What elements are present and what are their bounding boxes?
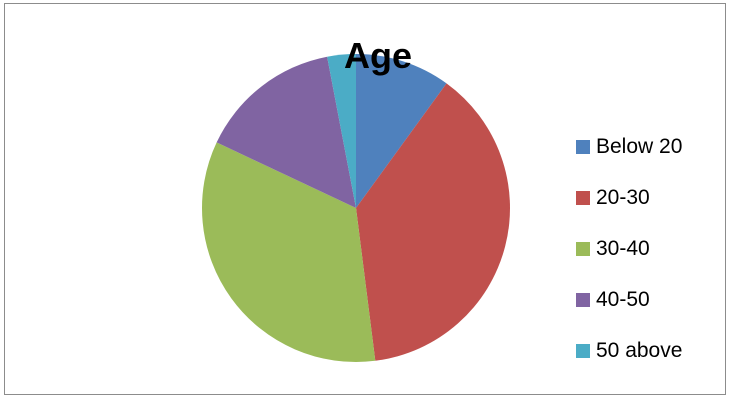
pie-slices — [201, 54, 510, 363]
legend-label: 20-30 — [596, 186, 650, 209]
pie-slice-20-30 — [356, 83, 510, 361]
chart-legend: Below 20 20-30 30-40 40-50 50 above — [576, 134, 716, 364]
pie-slice-below-20 — [356, 54, 447, 208]
legend-item-30-40: 30-40 — [576, 236, 716, 262]
pie-slice-30-40 — [201, 142, 376, 363]
legend-swatch — [576, 140, 590, 154]
pie-slice-50-above — [327, 54, 356, 208]
legend-item-20-30: 20-30 — [576, 185, 716, 211]
legend-swatch — [576, 293, 590, 307]
legend-swatch — [576, 242, 590, 256]
legend-label: 30-40 — [596, 237, 650, 260]
legend-swatch — [576, 191, 590, 205]
legend-label: Below 20 — [596, 135, 683, 158]
legend-item-below-20: Below 20 — [576, 134, 716, 160]
legend-item-50-above: 50 above — [576, 338, 716, 364]
legend-label: 40-50 — [596, 288, 650, 311]
legend-label: 50 above — [596, 339, 683, 362]
legend-swatch — [576, 344, 590, 358]
legend-item-40-50: 40-50 — [576, 287, 716, 313]
chart-title: Age — [343, 35, 412, 76]
pie-slice-40-50 — [216, 56, 356, 208]
